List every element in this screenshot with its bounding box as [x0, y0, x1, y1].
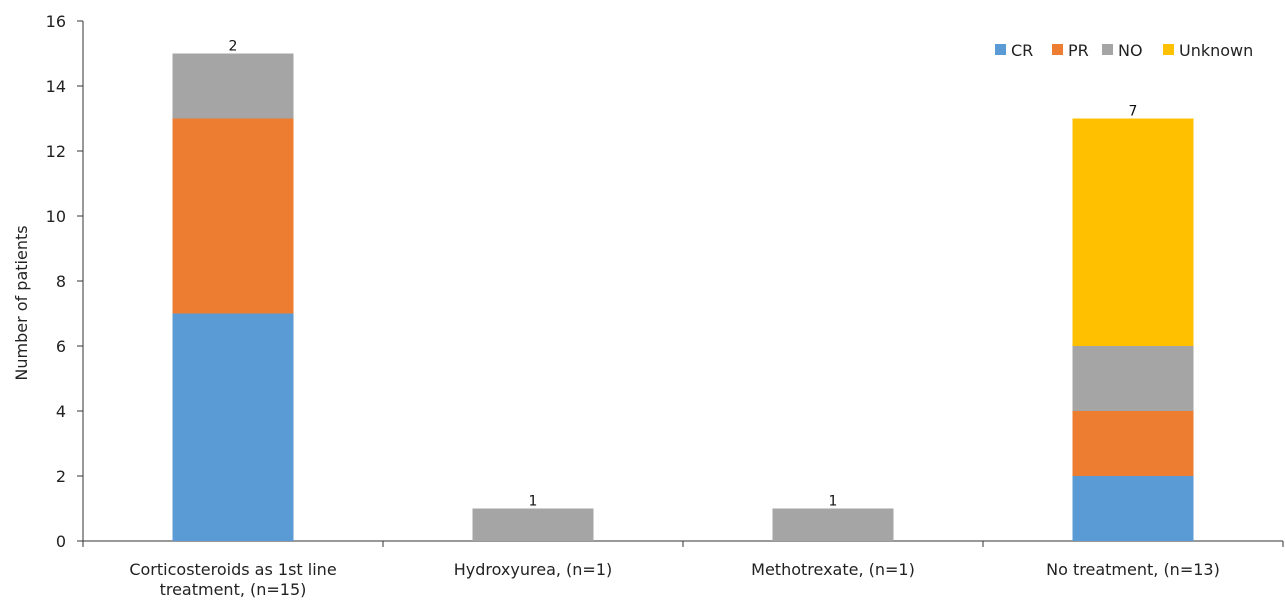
- bar-segment-no: [1072, 346, 1194, 411]
- legend-label-cr: CR: [1011, 41, 1033, 60]
- y-tick-label: 16: [46, 12, 66, 31]
- bar-segment-cr: [1072, 476, 1194, 541]
- legend-label-pr: PR: [1068, 41, 1089, 60]
- legend: CR PR NO Unknown: [995, 41, 1253, 60]
- y-tick-label: 10: [46, 207, 66, 226]
- bar-segment-pr: [1072, 411, 1194, 476]
- y-tick-label: 6: [56, 337, 66, 356]
- legend-label-unknown: Unknown: [1179, 41, 1253, 60]
- bar-segment-cr: [172, 313, 294, 541]
- bar-segment-pr: [172, 118, 294, 314]
- data-label: 1: [829, 494, 838, 510]
- legend-swatch-pr: [1052, 44, 1063, 55]
- x-tick-label: No treatment, (n=13): [1046, 560, 1220, 579]
- y-tick-label: 12: [46, 142, 66, 161]
- bar-segment-no: [472, 508, 594, 541]
- data-label: 7: [1129, 104, 1138, 120]
- x-tick-label: Methotrexate, (n=1): [751, 560, 915, 579]
- bar-segment-no: [772, 508, 894, 541]
- x-tick-label: treatment, (n=15): [160, 580, 307, 599]
- y-tick-label: 14: [46, 77, 66, 96]
- bar-segment-no: [172, 53, 294, 119]
- y-tick-label: 4: [56, 402, 66, 421]
- y-tick-label: 8: [56, 272, 66, 291]
- legend-swatch-unknown: [1163, 44, 1174, 55]
- legend-swatch-cr: [995, 44, 1006, 55]
- plot-area: 0246810121416762Corticosteroids as 1st l…: [46, 12, 1284, 599]
- x-tick-label: Hydroxyurea, (n=1): [454, 560, 613, 579]
- y-tick-label: 2: [56, 467, 66, 486]
- data-label: 2: [229, 39, 238, 55]
- bar-segment-unknown: [1072, 118, 1194, 346]
- data-label: 1: [529, 494, 538, 510]
- legend-swatch-no: [1102, 44, 1113, 55]
- x-tick-label: Corticosteroids as 1st line: [129, 560, 336, 579]
- legend-label-no: NO: [1118, 41, 1143, 60]
- y-tick-label: 0: [56, 532, 66, 551]
- y-axis-label: Number of patients: [12, 225, 31, 380]
